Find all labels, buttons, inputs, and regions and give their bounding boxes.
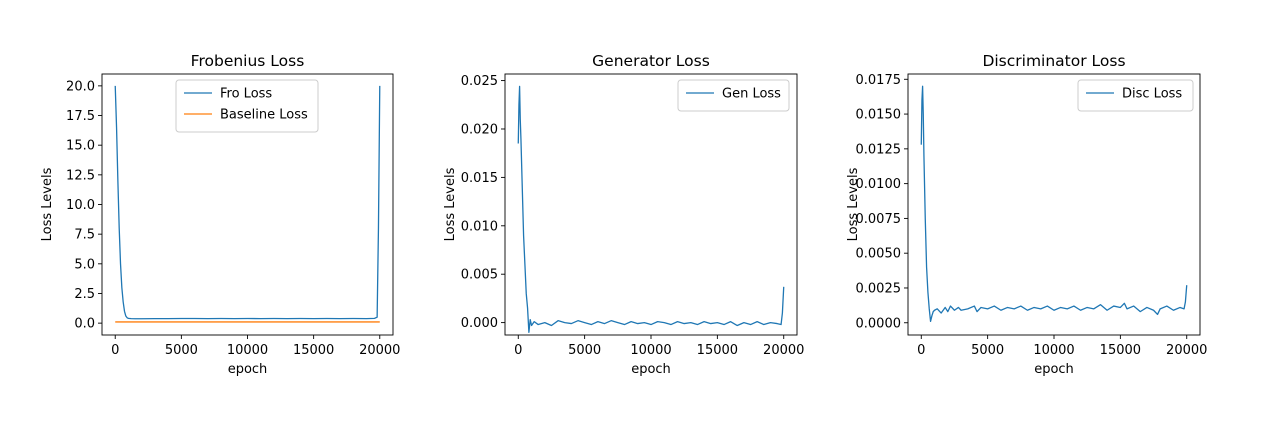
legend-label: Disc Loss xyxy=(1122,87,1182,102)
x-tick-label: 5000 xyxy=(165,343,198,358)
x-axis-label: epoch xyxy=(1034,362,1074,377)
x-tick-label: 5000 xyxy=(568,343,601,358)
y-tick-label: 0.0025 xyxy=(856,281,902,296)
y-tick-label: 10.0 xyxy=(66,198,95,213)
legend-label: Baseline Loss xyxy=(220,108,308,123)
legend-label: Gen Loss xyxy=(722,87,781,102)
y-tick-label: 5.0 xyxy=(74,257,95,272)
x-tick-label: 0 xyxy=(111,343,119,358)
y-tick-label: 0.015 xyxy=(461,171,498,186)
x-axis-label: epoch xyxy=(228,362,268,377)
y-axis-label: Loss Levels xyxy=(443,167,458,241)
axes-frame xyxy=(907,73,1201,336)
y-tick-label: 0.0050 xyxy=(856,247,902,262)
y-tick-label: 0.0100 xyxy=(856,177,902,192)
x-tick-label: 5000 xyxy=(971,343,1004,358)
y-tick-label: 0.0075 xyxy=(856,212,902,227)
x-tick-label: 20000 xyxy=(763,343,804,358)
y-tick-label: 0.025 xyxy=(461,74,498,89)
y-tick-label: 0.0175 xyxy=(856,73,902,88)
x-tick-label: 15000 xyxy=(1100,343,1141,358)
y-tick-label: 0.0000 xyxy=(856,316,902,331)
y-tick-label: 0.0150 xyxy=(856,108,902,123)
legend-label: Fro Loss xyxy=(220,87,272,102)
y-tick-label: 0.000 xyxy=(461,316,498,331)
chart-title: Discriminator Loss xyxy=(982,52,1125,70)
x-axis-label: epoch xyxy=(631,362,671,377)
y-tick-label: 0.0 xyxy=(74,317,95,332)
y-tick-label: 0.020 xyxy=(461,122,498,137)
x-tick-label: 0 xyxy=(917,343,925,358)
y-tick-label: 0.010 xyxy=(461,219,498,234)
y-tick-label: 2.5 xyxy=(74,287,95,302)
chart-title: Frobenius Loss xyxy=(191,52,305,70)
x-tick-label: 10000 xyxy=(1033,343,1074,358)
y-tick-label: 12.5 xyxy=(66,168,95,183)
x-tick-label: 15000 xyxy=(697,343,738,358)
series-line-gen-loss xyxy=(517,85,785,333)
y-tick-label: 15.0 xyxy=(66,139,95,154)
y-tick-label: 7.5 xyxy=(74,228,95,243)
legend-box xyxy=(1077,79,1194,112)
series-line-disc-loss xyxy=(920,85,1188,323)
x-tick-label: 15000 xyxy=(293,343,334,358)
y-axis-label: Loss Levels xyxy=(846,167,861,241)
x-tick-label: 10000 xyxy=(630,343,671,358)
x-tick-label: 10000 xyxy=(227,343,268,358)
y-tick-label: 0.005 xyxy=(461,268,498,283)
x-tick-label: 20000 xyxy=(359,343,400,358)
x-tick-label: 20000 xyxy=(1166,343,1207,358)
y-axis-label: Loss Levels xyxy=(40,167,55,241)
x-tick-label: 0 xyxy=(514,343,522,358)
chart-title: Generator Loss xyxy=(592,52,710,70)
y-tick-label: 0.0125 xyxy=(856,142,902,157)
series-line-fro-loss xyxy=(114,85,381,320)
y-tick-label: 17.5 xyxy=(66,109,95,124)
axes-frame xyxy=(504,73,798,336)
y-tick-label: 20.0 xyxy=(66,79,95,94)
legend-box xyxy=(677,79,790,112)
